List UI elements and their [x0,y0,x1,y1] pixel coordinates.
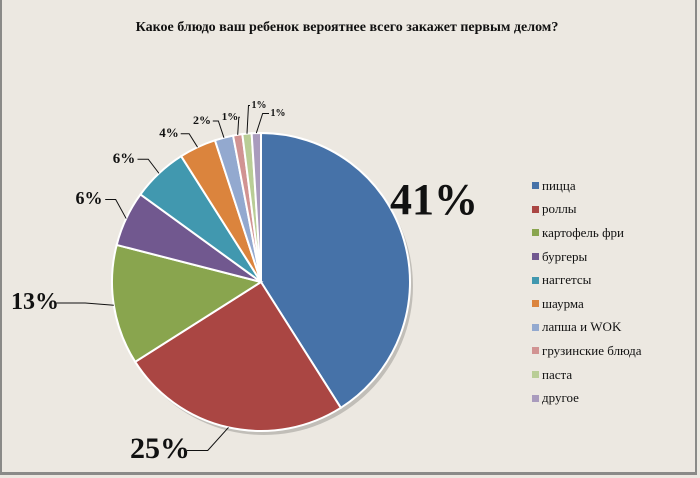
leader-line [255,113,269,134]
legend-swatch [532,300,539,308]
pie-slice [250,131,262,283]
data-label: 1% [222,111,239,123]
legend-item: паста [532,363,642,387]
leader-line [246,105,250,134]
legend-swatch [532,371,539,379]
legend-swatch [532,253,539,261]
legend-swatch [532,182,539,190]
legend-item: бургеры [532,245,642,269]
chart-title: Какое блюдо ваш ребенок вероятнее всего … [135,20,559,35]
legend-item: другое [532,386,642,410]
legend-swatch [532,323,539,331]
legend: пицца роллы картофель фри бургеры наггетсы ша… [532,174,642,410]
legend-swatch [532,394,539,402]
leader-line [56,302,114,306]
legend-item: картофель фри [532,221,642,245]
data-label: 1% [271,108,286,119]
leader-line [137,158,160,174]
data-label: 2% [193,113,211,127]
legend-item: грузинские блюда [532,339,642,363]
legend-label: наггетсы [542,272,592,288]
data-label: 13% [11,289,59,315]
data-label: 4% [159,125,179,140]
legend-item: роллы [532,198,642,222]
legend-swatch [532,229,539,237]
legend-item: шаурма [532,292,642,316]
legend-label: картофель фри [542,224,624,240]
data-label: 41% [390,175,478,224]
legend-label: шаурма [542,295,584,311]
legend-label: паста [542,366,573,382]
legend-label: роллы [542,201,577,217]
data-label: 25% [130,432,190,465]
legend-label: другое [542,390,579,406]
leader-line [105,199,127,219]
legend-label: грузинские блюда [542,342,642,358]
leader-line [180,133,198,148]
leader-line [187,427,229,451]
legend-label: пицца [542,177,576,193]
legend-item: пицца [532,174,642,198]
data-label: 6% [76,188,103,208]
legend-item: лапша и WOK [532,316,642,340]
legend-swatch [532,205,539,213]
legend-swatch [532,276,539,284]
data-label: 1% [252,100,267,111]
legend-label: лапша и WOK [542,319,622,335]
legend-label: бургеры [542,248,588,264]
leader-line [212,120,225,138]
leader-line [237,116,240,135]
data-label: 6% [113,151,136,167]
legend-item: наггетсы [532,268,642,292]
legend-swatch [532,347,539,355]
